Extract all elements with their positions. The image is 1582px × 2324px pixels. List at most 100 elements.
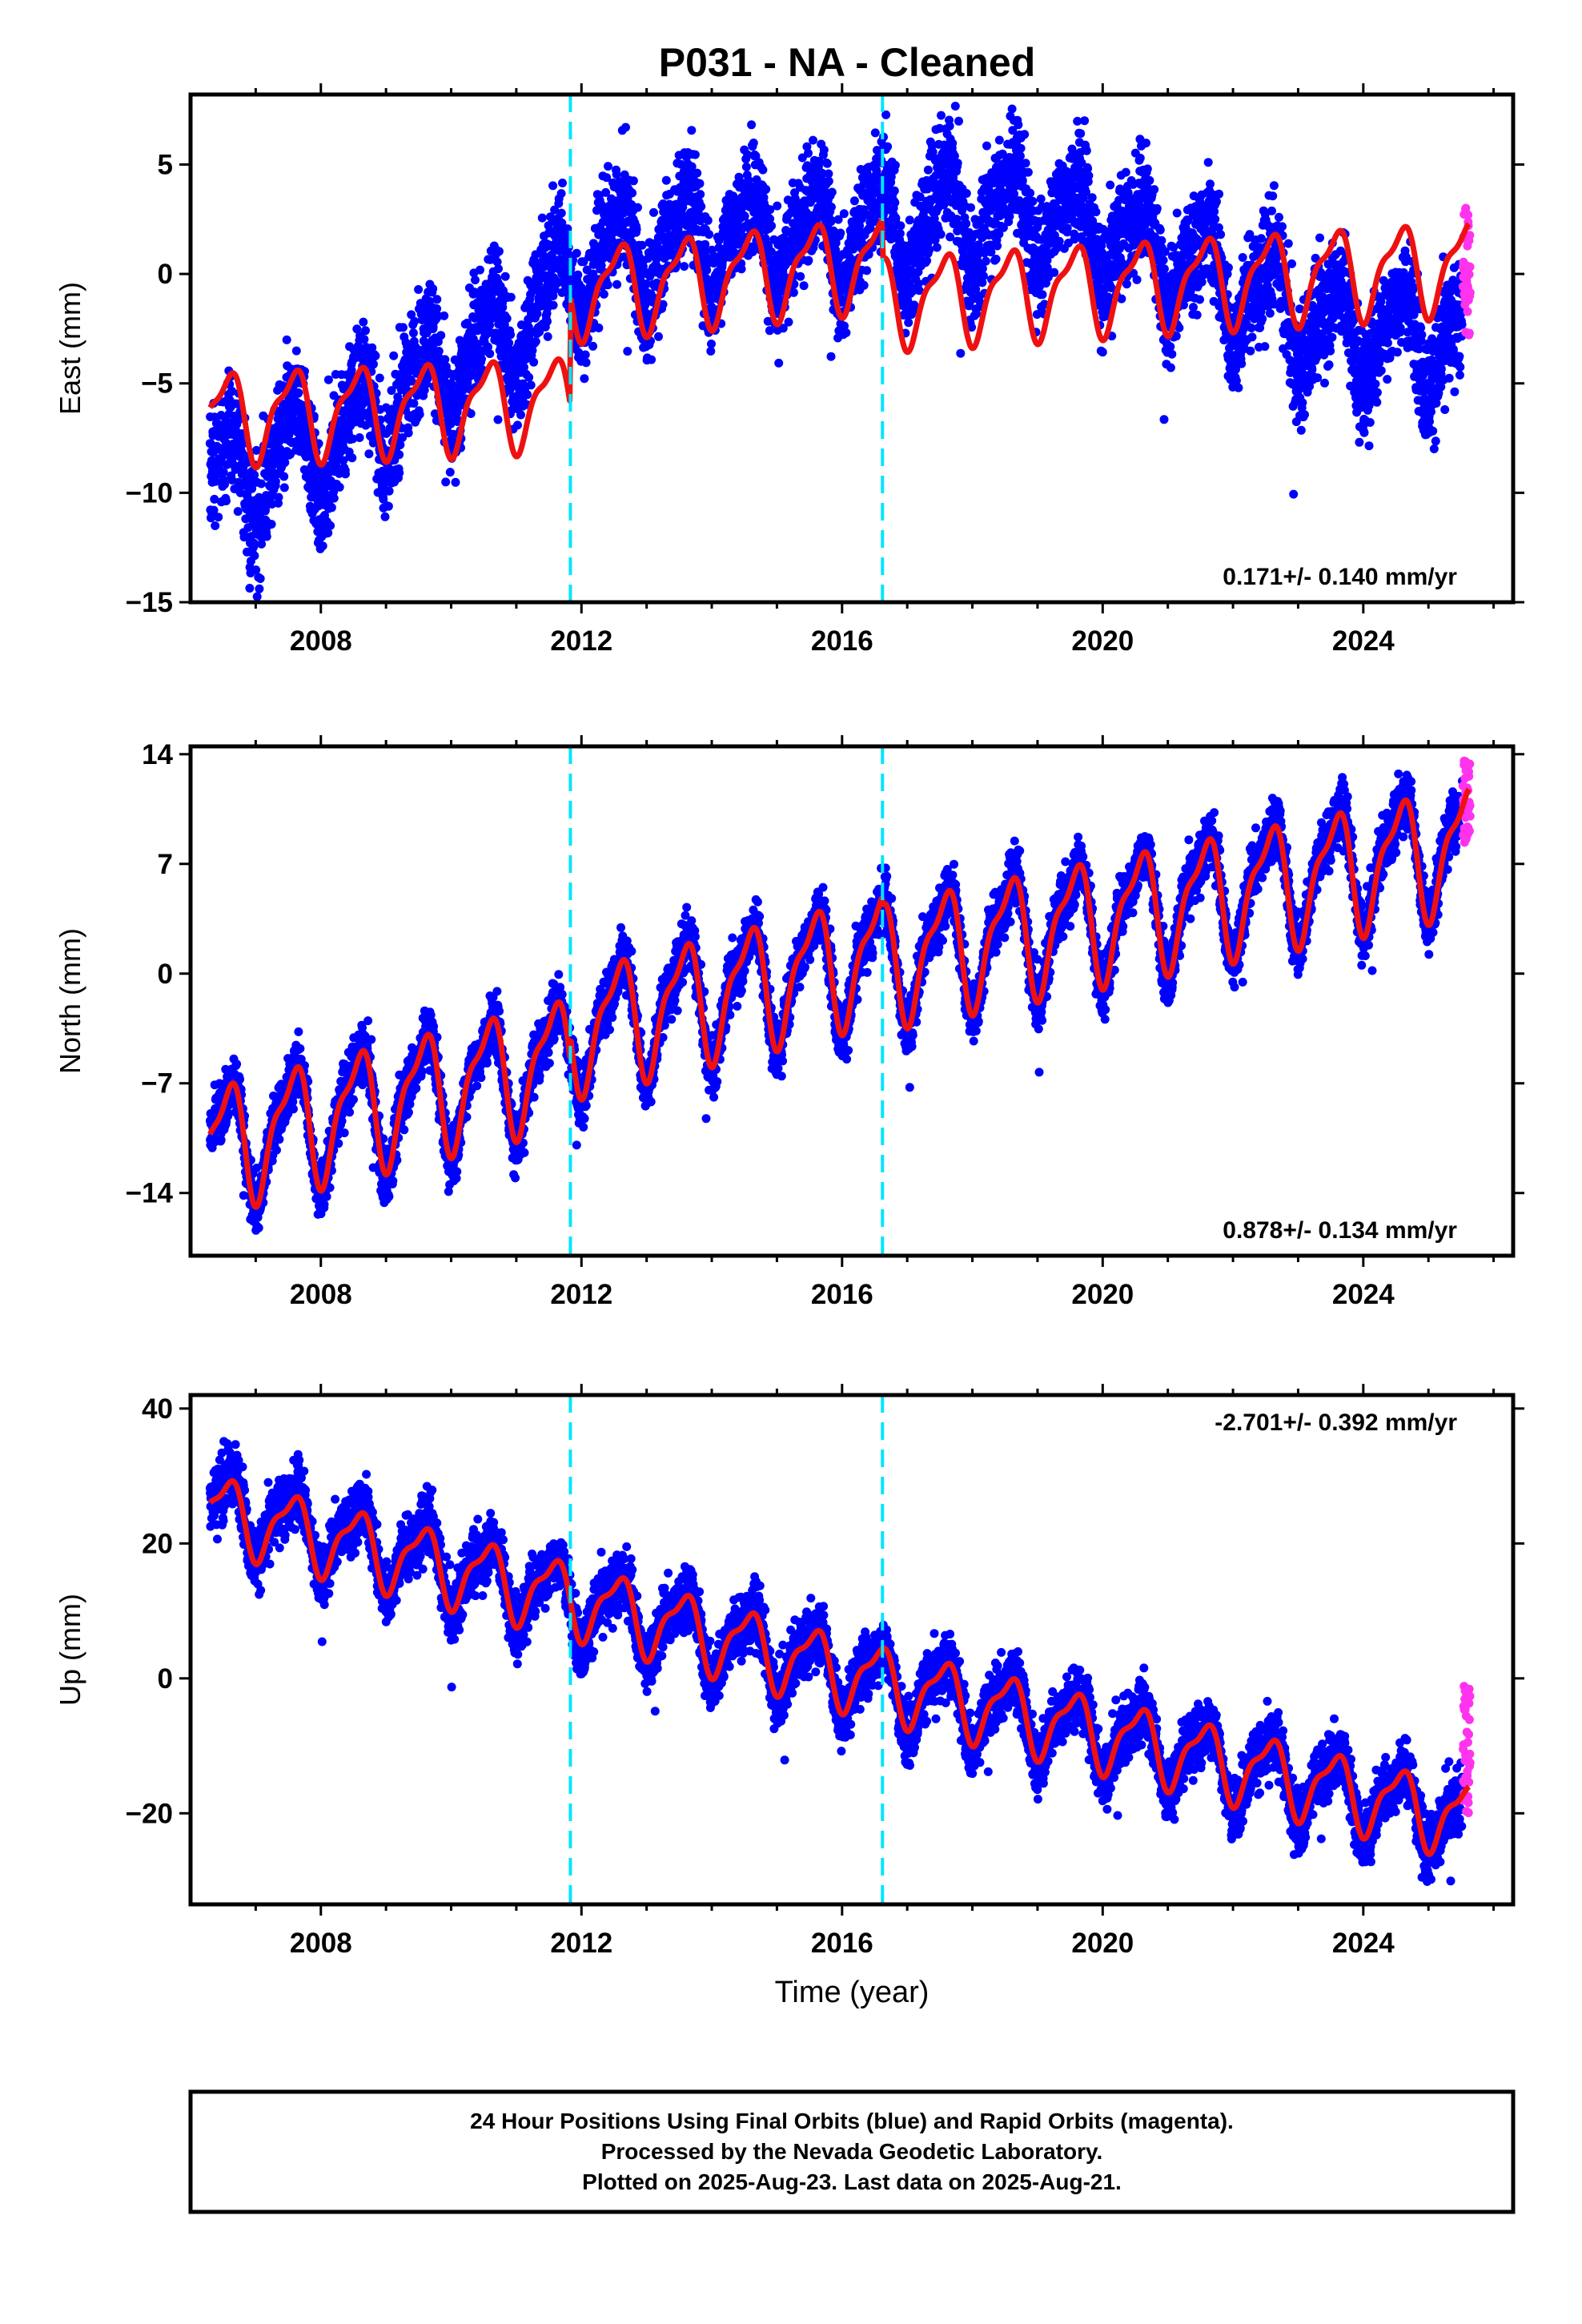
data-point (841, 328, 851, 337)
data-point (347, 453, 357, 463)
data-point (687, 126, 697, 135)
data-point (498, 303, 508, 312)
data-point (529, 357, 539, 367)
data-point (262, 532, 271, 541)
data-point (948, 139, 958, 148)
data-point (1166, 363, 1175, 372)
data-point (476, 265, 484, 275)
data-point (581, 358, 591, 368)
data-point (395, 468, 404, 477)
data-point (548, 181, 558, 191)
data-point (1026, 188, 1035, 198)
data-point (267, 520, 276, 529)
data-point (904, 318, 913, 328)
data-point (1082, 146, 1091, 155)
data-point (318, 541, 327, 551)
data-point (824, 176, 833, 186)
data-point (471, 275, 480, 285)
data-point (994, 135, 1004, 145)
data-point (516, 410, 525, 420)
data-point (323, 529, 333, 537)
data-point (410, 316, 420, 326)
data-point (962, 189, 971, 198)
data-point (355, 433, 364, 442)
data-point (966, 203, 975, 212)
data-point (398, 433, 408, 442)
data-point (532, 309, 542, 319)
data-point (441, 477, 451, 487)
data-point (279, 472, 289, 481)
data-point (680, 262, 689, 271)
data-point (954, 116, 963, 126)
data-point (804, 148, 813, 158)
data-point (936, 230, 946, 239)
data-point (925, 245, 934, 255)
data-point (434, 347, 444, 356)
data-point (448, 380, 458, 390)
data-point (707, 340, 716, 348)
data-point (883, 142, 893, 151)
data-point (395, 450, 404, 460)
data-point (890, 160, 900, 170)
data-point (747, 120, 757, 130)
data-point (210, 494, 219, 504)
data-point (335, 482, 344, 492)
data-point (633, 203, 642, 212)
data-point (383, 501, 393, 511)
data-point (523, 390, 532, 400)
data-point (1050, 267, 1059, 277)
data-point (526, 380, 536, 390)
data-point (327, 503, 336, 513)
data-point (1076, 129, 1086, 139)
data-point (220, 480, 229, 489)
data-point (1015, 151, 1025, 161)
data-point (389, 351, 399, 360)
data-point (326, 521, 335, 530)
data-point (695, 179, 705, 188)
data-point (573, 270, 583, 279)
data-point (1016, 143, 1026, 153)
data-point (1020, 130, 1030, 139)
data-point (647, 355, 656, 364)
data-point (352, 324, 362, 334)
data-point (251, 565, 261, 575)
data-point (359, 335, 369, 344)
data-point (696, 190, 705, 199)
data-point (404, 428, 413, 438)
data-point (271, 476, 280, 486)
data-point (455, 365, 464, 375)
data-point (953, 159, 962, 168)
data-point (247, 484, 257, 493)
data-point (993, 241, 1002, 251)
data-point (436, 331, 446, 340)
data-point (849, 196, 859, 206)
data-point (784, 317, 793, 327)
data-point (945, 121, 954, 131)
data-point (604, 162, 612, 171)
data-point (599, 289, 608, 299)
data-point (621, 123, 630, 132)
data-point (654, 332, 663, 341)
data-point (506, 292, 516, 302)
data-point (773, 201, 782, 211)
data-point (661, 175, 671, 185)
data-point (430, 409, 440, 419)
data-point (245, 584, 255, 593)
data-point (588, 341, 598, 351)
data-point (211, 476, 220, 486)
data-point (804, 255, 813, 265)
data-point (227, 387, 237, 396)
data-point (250, 470, 259, 480)
data-point (889, 186, 899, 195)
data-point (836, 228, 845, 238)
data-point (428, 284, 438, 294)
data-point (209, 505, 219, 515)
data-point (895, 229, 905, 239)
data-point (543, 332, 552, 341)
data-point (1167, 349, 1177, 359)
data-point (1152, 203, 1162, 213)
data-point (749, 139, 758, 147)
data-point (741, 162, 751, 171)
data-point (1014, 120, 1023, 130)
